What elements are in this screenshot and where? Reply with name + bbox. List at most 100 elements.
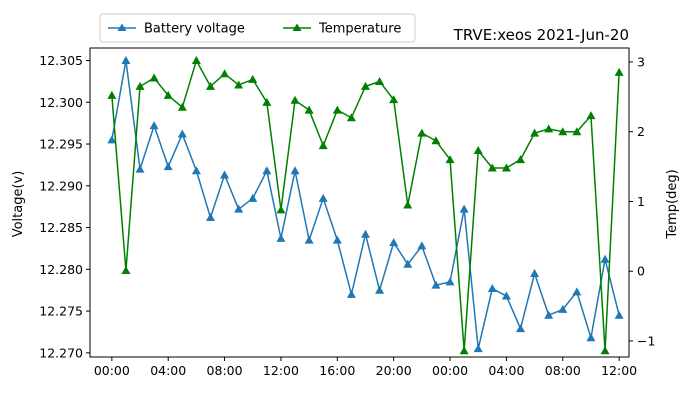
series-layer xyxy=(107,56,624,355)
x-tick-label: 00:00 xyxy=(94,363,130,378)
series-line xyxy=(111,59,620,352)
data-point xyxy=(360,229,370,238)
data-point xyxy=(473,146,483,155)
data-point xyxy=(530,128,540,137)
data-point xyxy=(544,124,554,133)
data-point xyxy=(600,254,610,263)
data-point xyxy=(614,310,624,319)
data-point xyxy=(417,241,427,250)
data-point xyxy=(220,170,230,179)
chart-title: TRVE:xeos 2021-Jun-20 xyxy=(453,26,629,44)
data-point xyxy=(191,56,201,65)
y-left-tick-label: 12.280 xyxy=(39,262,83,277)
data-point xyxy=(332,235,342,244)
y-left-tick-label: 12.275 xyxy=(39,304,83,319)
data-point xyxy=(276,233,286,242)
x-tick-label: 12:00 xyxy=(601,363,637,378)
data-point xyxy=(600,346,610,355)
axes: 00:00 04:00 08:00 12:00 16:00 20:00 00:00 04:00… xyxy=(39,47,655,378)
legend-entry-temperature: Temperature xyxy=(283,22,401,37)
y-axis-left-title: Voltage(v) xyxy=(11,171,26,238)
data-point xyxy=(121,266,131,275)
data-point xyxy=(431,280,441,289)
data-point xyxy=(304,235,314,244)
legend-temperature-label: Temperature xyxy=(318,22,401,37)
x-tick-label: 20:00 xyxy=(376,363,412,378)
data-point xyxy=(149,73,159,82)
data-point xyxy=(290,166,300,175)
legend-frame xyxy=(99,13,416,43)
x-tick-label: 12:00 xyxy=(263,363,299,378)
data-point xyxy=(346,289,356,298)
series-0 xyxy=(107,56,624,353)
data-point xyxy=(191,166,201,175)
data-point xyxy=(304,105,314,114)
data-point xyxy=(544,310,554,319)
data-point xyxy=(501,163,511,172)
data-point xyxy=(262,97,272,106)
data-point xyxy=(586,333,596,342)
x-tick-label: 00:00 xyxy=(432,363,468,378)
data-point xyxy=(262,166,272,175)
y-right-tick-label: −1 xyxy=(637,333,655,348)
data-point xyxy=(403,200,413,209)
data-point xyxy=(473,344,483,353)
data-point xyxy=(205,213,215,222)
data-point xyxy=(135,164,145,173)
data-point xyxy=(389,95,399,104)
data-point xyxy=(290,95,300,104)
data-point xyxy=(220,69,230,78)
data-point xyxy=(248,74,258,83)
series-line xyxy=(111,59,620,350)
data-point xyxy=(107,90,117,99)
y-left-tick-label: 12.285 xyxy=(39,220,83,235)
data-point xyxy=(417,128,427,137)
data-point xyxy=(318,141,328,150)
data-point xyxy=(558,127,568,136)
data-point xyxy=(318,193,328,202)
data-point xyxy=(572,127,582,136)
y-right-tick-label: 1 xyxy=(637,194,645,209)
data-point xyxy=(234,80,244,89)
data-point xyxy=(121,56,131,65)
y-right-tick-label: 2 xyxy=(637,124,645,139)
data-point xyxy=(558,304,568,313)
data-point xyxy=(360,81,370,90)
data-point xyxy=(487,163,497,172)
data-point xyxy=(177,129,187,138)
data-point xyxy=(177,102,187,111)
y-left-tick-label: 12.290 xyxy=(39,178,83,193)
x-tick-label: 04:00 xyxy=(488,363,524,378)
legend-voltage-label: Battery voltage xyxy=(144,22,245,37)
data-point xyxy=(276,205,286,214)
data-point xyxy=(501,291,511,300)
x-tick-label: 04:00 xyxy=(150,363,186,378)
data-point xyxy=(389,238,399,247)
data-point xyxy=(248,193,258,202)
data-point xyxy=(135,81,145,90)
series-1 xyxy=(107,56,624,355)
data-point xyxy=(375,285,385,294)
y-left-tick-label: 12.305 xyxy=(39,53,83,68)
data-point xyxy=(445,155,455,164)
legend-voltage-marker xyxy=(117,23,127,31)
data-point xyxy=(516,324,525,333)
data-point xyxy=(163,162,173,171)
legend: Battery voltage Temperature xyxy=(99,13,416,43)
data-point xyxy=(346,113,356,122)
y-left-tick-label: 12.300 xyxy=(39,95,83,110)
data-point xyxy=(234,204,244,213)
data-point xyxy=(107,135,117,144)
data-point xyxy=(530,268,540,277)
data-point xyxy=(586,111,596,120)
data-point xyxy=(403,259,413,268)
legend-temperature-marker xyxy=(292,23,302,31)
data-point xyxy=(163,90,173,99)
data-point xyxy=(445,277,455,286)
x-tick-label: 08:00 xyxy=(545,363,581,378)
data-point xyxy=(375,76,385,85)
data-point xyxy=(516,155,525,164)
data-point xyxy=(431,136,441,145)
data-point xyxy=(459,346,469,355)
plot-frame xyxy=(89,47,630,358)
